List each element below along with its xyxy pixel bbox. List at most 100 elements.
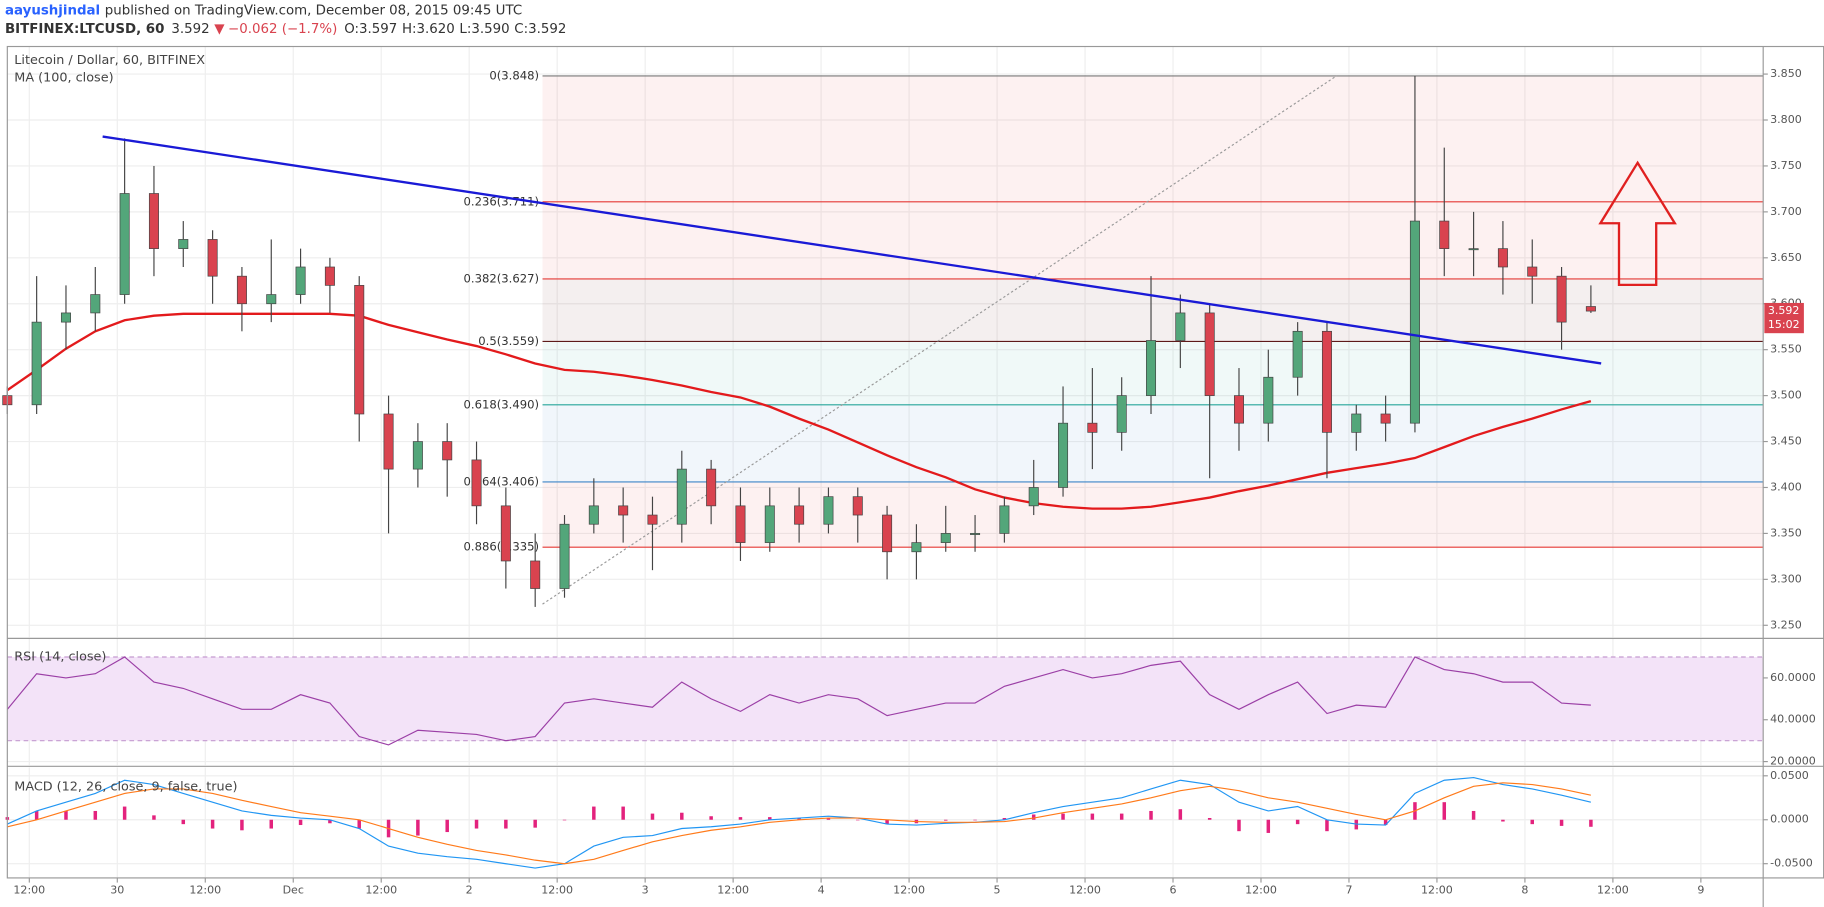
candle-body: [295, 266, 306, 295]
x-tick-label: 12:00: [541, 884, 573, 897]
x-tick-label: 12:00: [1069, 884, 1101, 897]
candle-body: [588, 505, 599, 525]
macd-histogram-bar: [64, 810, 68, 820]
fib-label: 0.5(3.559): [478, 334, 539, 348]
macd-histogram-bar: [298, 819, 303, 826]
macd-histogram-bar: [797, 817, 801, 820]
candle-body: [178, 239, 189, 249]
candle-body: [207, 239, 218, 277]
macd-histogram-bar: [93, 810, 98, 820]
macd-histogram-bar: [445, 819, 449, 833]
y-tick-label: 20.0000: [1770, 755, 1816, 768]
ohlc-low: L:3.590: [459, 22, 509, 37]
macd-histogram-bar: [973, 819, 977, 821]
candle-body: [500, 505, 511, 562]
candle-body: [794, 505, 805, 525]
candle-body: [119, 193, 130, 295]
candle-body: [706, 468, 717, 507]
macd-histogram-bar: [1266, 819, 1271, 833]
fib-diagonal: [542, 75, 1337, 605]
published: published on TradingView.com, December 0…: [105, 3, 522, 18]
macd-histogram-bar: [1178, 809, 1183, 820]
x-tick-label: 8: [1521, 884, 1528, 897]
candle-body: [442, 441, 453, 461]
x-tick-label: 7: [1345, 884, 1352, 897]
macd-title: MACD (12, 26, close, 9, false, true): [14, 780, 237, 795]
candle-body: [1058, 422, 1069, 488]
fib-label: 0.618(3.490): [463, 397, 539, 411]
x-tick-label: 12:00: [365, 884, 397, 897]
candle-body: [148, 193, 159, 249]
macd-histogram-bar: [1295, 819, 1300, 825]
candle-body: [647, 514, 658, 525]
up-arrow-annotation: [1598, 160, 1677, 287]
candle-body: [1439, 220, 1450, 249]
candle-body: [412, 441, 423, 470]
macd-histogram-bar: [1530, 819, 1534, 825]
macd-histogram-bar: [269, 819, 273, 829]
candle-body: [1468, 248, 1479, 251]
line-series: [7, 782, 1591, 865]
macd-histogram-bar: [122, 806, 127, 820]
macd-histogram-bar: [1589, 819, 1593, 827]
macd-histogram-bar: [1002, 817, 1007, 820]
plot-area: 3.2503.3003.3503.4003.4503.5003.5503.600…: [2, 46, 1816, 897]
fib-band: [542, 481, 1764, 548]
candle-body: [999, 505, 1010, 534]
macd-histogram-bar: [621, 806, 625, 820]
trendline: [102, 135, 1602, 365]
macd-histogram-bar: [1090, 813, 1095, 820]
y-tick-label: 3.750: [1770, 159, 1802, 172]
candle-body: [823, 496, 834, 525]
candle-body: [1292, 330, 1303, 378]
macd-histogram-bar: [504, 819, 508, 829]
x-tick-label: 12:00: [717, 884, 749, 897]
y-tick-label: 3.700: [1770, 205, 1802, 218]
x-tick-label: 12:00: [1597, 884, 1629, 897]
author[interactable]: aayushjindal: [5, 3, 100, 18]
candle-body: [559, 523, 570, 589]
macd-histogram-bar: [1559, 819, 1564, 826]
candle-body: [1380, 413, 1391, 424]
change: −0.062 (−1.7%): [228, 22, 337, 37]
fib-band: [542, 75, 1764, 202]
x-tick-label: Dec: [283, 884, 304, 897]
macd-histogram-bar: [357, 819, 361, 829]
symbol: BITFINEX:LTCUSD, 60: [5, 22, 164, 37]
y-tick-label: 3.300: [1770, 572, 1802, 585]
candle-body: [911, 542, 922, 553]
x-tick-label: 12:00: [189, 884, 221, 897]
y-tick-label: 40.0000: [1770, 713, 1816, 726]
fib-band: [542, 201, 1764, 279]
candle-body: [1233, 395, 1244, 424]
x-tick-label: 5: [994, 884, 1001, 897]
price-label: 3.592: [1768, 304, 1800, 317]
candle-body: [1116, 395, 1127, 433]
macd-histogram-bar: [768, 817, 772, 820]
line-series: [7, 776, 1591, 869]
candle-body: [324, 266, 335, 286]
rsi-band: [7, 657, 1764, 741]
macd-histogram-bar: [826, 817, 831, 820]
candle-body: [236, 275, 247, 305]
last-price: 3.592: [171, 22, 209, 37]
y-tick-label: 3.250: [1770, 618, 1802, 631]
rsi-title: RSI (14, close): [14, 649, 106, 664]
candle-body: [471, 459, 482, 507]
fib-band: [542, 278, 1764, 342]
macd-histogram-bar: [34, 810, 39, 820]
macd-histogram-bar: [738, 817, 743, 820]
y-tick-label: 3.350: [1770, 526, 1802, 539]
candle-body: [970, 533, 981, 535]
fib-label: 0.236(3.711): [463, 194, 539, 208]
x-tick-label: 4: [818, 884, 825, 897]
y-tick-label: 0.0000: [1770, 813, 1809, 826]
candle-body: [1409, 220, 1420, 424]
x-tick-label: 12:00: [1421, 884, 1453, 897]
macd-histogram-bar: [592, 806, 596, 820]
candle-body: [852, 496, 863, 516]
macd-histogram-bar: [709, 816, 713, 820]
